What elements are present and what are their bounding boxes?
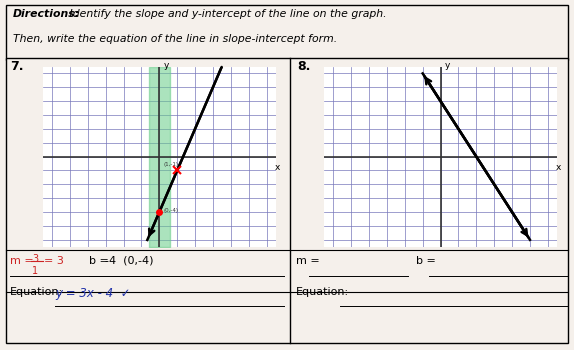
Text: (0,-4): (0,-4) [164,208,179,213]
Text: -4  (0,-4): -4 (0,-4) [105,256,153,266]
Text: x: x [274,163,280,172]
Text: 1: 1 [32,266,38,276]
Text: x: x [556,163,561,172]
Text: b =: b = [89,256,113,266]
Text: 3: 3 [32,254,38,264]
Text: y: y [445,61,451,70]
Text: 8.: 8. [297,60,311,72]
Text: Identify the slope and y-intercept of the line on the graph.: Identify the slope and y-intercept of th… [66,9,387,19]
Text: = 3: = 3 [44,256,64,266]
Text: y = 3x - 4  ✓: y = 3x - 4 ✓ [55,287,131,300]
Text: y: y [164,61,169,70]
Text: Directions:: Directions: [13,9,80,19]
Text: (1,-1): (1,-1) [164,162,179,167]
Text: Equation:: Equation: [296,287,349,297]
Text: Then, write the equation of the line in slope-intercept form.: Then, write the equation of the line in … [13,34,337,44]
Text: Equation:: Equation: [10,287,64,297]
Text: b =: b = [416,256,440,266]
Text: m =: m = [296,256,323,266]
Text: 7.: 7. [10,60,24,72]
Text: m =: m = [10,256,37,266]
